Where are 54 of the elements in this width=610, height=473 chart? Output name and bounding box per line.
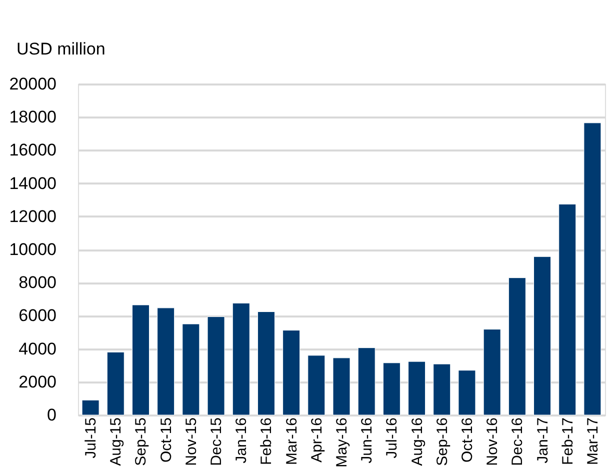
y-tick-label: 14000 bbox=[9, 174, 56, 193]
x-tick-label: Jun-16 bbox=[358, 418, 376, 464]
y-tick-label: 8000 bbox=[18, 273, 56, 292]
bar bbox=[257, 311, 275, 416]
x-tick-label: Jul-16 bbox=[384, 418, 401, 458]
bar bbox=[508, 278, 526, 416]
bar bbox=[408, 361, 426, 416]
x-tick-label: Dec-16 bbox=[509, 418, 526, 466]
y-tick-label: 12000 bbox=[9, 206, 56, 226]
y-tick-label: 10000 bbox=[9, 240, 56, 259]
bar bbox=[332, 358, 350, 416]
bar bbox=[82, 400, 100, 416]
y-tick-label: 18000 bbox=[9, 108, 56, 127]
bar bbox=[433, 364, 451, 416]
bar bbox=[157, 308, 175, 416]
bar bbox=[584, 122, 602, 416]
x-tick-label: Sep-16 bbox=[434, 418, 451, 466]
x-tick-label: Jan-16 bbox=[233, 418, 250, 464]
bar bbox=[483, 329, 501, 416]
bar bbox=[458, 370, 476, 416]
x-tick-label: Oct-15 bbox=[158, 418, 175, 463]
bar bbox=[282, 330, 300, 416]
bar bbox=[132, 304, 150, 416]
y-tick-label: 2000 bbox=[18, 372, 56, 392]
x-tick-label: Feb-17 bbox=[559, 418, 576, 466]
y-tick-label: 20000 bbox=[9, 74, 56, 94]
bar bbox=[207, 316, 225, 416]
x-tick-label: May-16 bbox=[334, 418, 350, 468]
bar bbox=[534, 256, 552, 416]
x-tick-label: Apr-16 bbox=[308, 418, 326, 463]
y-tick-label: 16000 bbox=[9, 140, 56, 160]
x-tick-label: Mar-16 bbox=[283, 418, 300, 466]
x-tick-label: Dec-15 bbox=[208, 418, 226, 466]
bar bbox=[382, 362, 400, 416]
bar bbox=[182, 324, 200, 416]
x-tick-label: Aug-15 bbox=[108, 418, 125, 466]
bar bbox=[106, 352, 124, 416]
y-tick-label: 4000 bbox=[18, 339, 56, 358]
bar bbox=[308, 355, 326, 416]
x-tick-label: Jul-15 bbox=[82, 418, 100, 458]
x-tick-label: Jan-17 bbox=[534, 418, 552, 464]
y-tick-label: 6000 bbox=[18, 306, 56, 326]
y-tick-label: 0 bbox=[47, 406, 56, 424]
x-tick-label: Nov-15 bbox=[182, 418, 200, 466]
x-tick-label: Sep-15 bbox=[132, 418, 150, 466]
x-tick-label: Feb-16 bbox=[258, 418, 276, 466]
x-tick-label: Mar-17 bbox=[584, 418, 602, 466]
bar bbox=[358, 348, 376, 416]
x-tick-label: Nov-16 bbox=[484, 418, 502, 466]
bar bbox=[232, 302, 250, 416]
y-axis-title: USD million bbox=[16, 40, 106, 58]
bar bbox=[558, 204, 576, 416]
x-tick-label: Aug-16 bbox=[408, 418, 426, 466]
x-tick-label: Oct-16 bbox=[458, 418, 476, 463]
